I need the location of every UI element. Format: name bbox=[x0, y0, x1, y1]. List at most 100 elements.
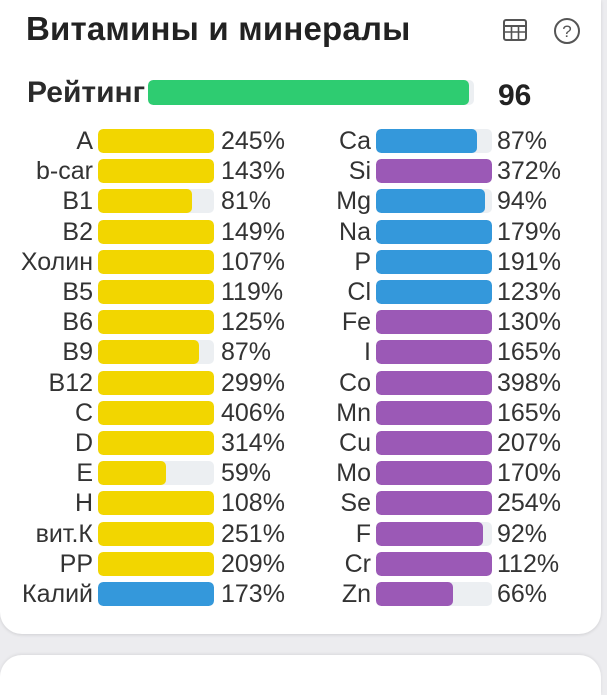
nutrient-label: F bbox=[355, 519, 371, 548]
nutrient-row: Холин 107% bbox=[0, 247, 600, 277]
nutrient-bar bbox=[98, 370, 214, 395]
nutrient-bar-fill bbox=[98, 280, 214, 304]
nutrient-row: B5 119% bbox=[0, 277, 600, 307]
nutrient-bar-fill bbox=[376, 582, 453, 606]
nutrient-label: B6 bbox=[62, 308, 93, 337]
nutrient-percent: 207% bbox=[497, 429, 561, 457]
nutrient-bar-fill bbox=[98, 400, 214, 425]
nutrient-bar bbox=[376, 582, 492, 606]
nutrient-label: Co bbox=[339, 368, 371, 397]
nutrient-percent: 123% bbox=[497, 278, 561, 306]
vitamins-minerals-card: Витамины и минералы ? Рейтинг 96 A 245% b-… bbox=[0, 0, 601, 634]
nutrient-label: Cl bbox=[347, 278, 371, 306]
nutrient-bar-fill bbox=[376, 400, 492, 425]
nutrient-bar bbox=[376, 491, 492, 516]
nutrient-bar-fill bbox=[98, 129, 214, 153]
nutrient-bar-fill bbox=[98, 189, 192, 214]
nutrient-label: C bbox=[74, 398, 93, 427]
nutrient-label: I bbox=[364, 338, 371, 367]
nutrient-percent: 406% bbox=[221, 398, 285, 427]
nutrient-percent: 107% bbox=[221, 247, 285, 276]
nutrient-row: Cr 112% bbox=[0, 549, 600, 579]
nutrient-bar bbox=[376, 159, 492, 184]
nutrient-label: B1 bbox=[62, 187, 93, 216]
nutrient-row: B6 125% bbox=[0, 307, 600, 337]
nutrient-percent: 108% bbox=[221, 489, 285, 518]
nutrient-label: Cr bbox=[344, 549, 371, 578]
nutrient-percent: 299% bbox=[221, 368, 285, 397]
nutrient-percent: 119% bbox=[221, 278, 284, 306]
nutrient-bar-fill bbox=[98, 159, 214, 184]
nutrient-row: B2 149% bbox=[0, 217, 600, 247]
nutrient-bar bbox=[98, 551, 214, 576]
nutrient-bar bbox=[98, 431, 214, 455]
nutrient-label: вит.К bbox=[35, 519, 93, 548]
nutrient-percent: 254% bbox=[497, 489, 561, 518]
nutrient-bar-fill bbox=[98, 521, 214, 546]
nutrient-bar bbox=[376, 551, 492, 576]
nutrient-label: Na bbox=[339, 217, 371, 246]
nutrient-row: PP 209% bbox=[0, 549, 600, 579]
nutrient-label: Холин bbox=[20, 247, 93, 276]
nutrient-bar bbox=[376, 370, 492, 395]
nutrient-row: Ca 87% bbox=[0, 126, 600, 156]
nutrient-percent: 81% bbox=[221, 187, 272, 216]
nutrient-bar-fill bbox=[98, 431, 214, 455]
nutrient-bar-fill bbox=[376, 310, 492, 335]
nutrient-row: Mo 170% bbox=[0, 458, 600, 488]
nutrient-row: I 165% bbox=[0, 337, 600, 367]
nutrient-percent: 87% bbox=[497, 127, 548, 155]
nutrient-bar-fill bbox=[376, 461, 492, 486]
nutrient-bar-fill bbox=[376, 491, 492, 516]
nutrient-percent: 92% bbox=[497, 519, 548, 548]
card-title: Витамины и минералы bbox=[26, 10, 411, 47]
nutrient-percent: 372% bbox=[497, 157, 561, 186]
nutrient-row: D 314% bbox=[0, 428, 600, 458]
nutrient-label: B5 bbox=[62, 278, 93, 306]
nutrient-bar bbox=[376, 431, 492, 455]
nutrient-percent: 251% bbox=[221, 519, 285, 548]
nutrient-bar bbox=[98, 521, 214, 546]
nutrient-bar-fill bbox=[98, 370, 214, 395]
nutrient-row: C 406% bbox=[0, 398, 600, 428]
nutrient-bar bbox=[376, 310, 492, 335]
nutrient-label: A bbox=[76, 127, 93, 155]
nutrient-row: B12 299% bbox=[0, 368, 600, 398]
nutrient-bar bbox=[376, 280, 492, 304]
nutrient-bar-fill bbox=[98, 582, 214, 606]
rating-label: Рейтинг bbox=[27, 76, 146, 109]
nutrient-bar-fill bbox=[98, 249, 214, 274]
nutrient-bar bbox=[376, 219, 492, 244]
nutrient-row: вит.К 251% bbox=[0, 519, 600, 549]
nutrient-bar bbox=[98, 310, 214, 335]
rating-bar-fill bbox=[148, 80, 470, 105]
nutrient-row: Zn 66% bbox=[0, 579, 600, 609]
nutrient-row: A 245% bbox=[0, 126, 600, 156]
nutrient-bar bbox=[98, 582, 214, 606]
nutrient-percent: 59% bbox=[221, 459, 272, 488]
nutrient-row: Co 398% bbox=[0, 368, 600, 398]
nutrient-percent: 398% bbox=[497, 368, 561, 397]
next-card bbox=[0, 655, 601, 695]
nutrient-percent: 112% bbox=[497, 549, 560, 578]
nutrient-row: H 108% bbox=[0, 488, 600, 518]
nutrient-label: Zn bbox=[341, 580, 371, 608]
nutrient-label: Se bbox=[340, 489, 371, 518]
nutrient-bar-fill bbox=[376, 340, 492, 365]
nutrient-percent: 191% bbox=[497, 247, 561, 276]
nutrient-percent: 245% bbox=[221, 127, 285, 155]
nutrient-bar-fill bbox=[376, 159, 492, 184]
nutrient-bar-fill bbox=[98, 340, 199, 365]
nutrient-row: B1 81% bbox=[0, 186, 600, 216]
nutrient-percent: 149% bbox=[221, 217, 285, 246]
nutrient-row: Калий 173% bbox=[0, 579, 600, 609]
nutrient-bar-fill bbox=[376, 370, 492, 395]
nutrient-percent: 314% bbox=[221, 429, 285, 457]
nutrient-row: Mn 165% bbox=[0, 398, 600, 428]
nutrient-percent: 94% bbox=[497, 187, 548, 216]
table-icon[interactable] bbox=[502, 17, 528, 43]
nutrient-label: B9 bbox=[62, 338, 93, 367]
nutrient-percent: 165% bbox=[497, 398, 561, 427]
help-circle-icon[interactable]: ? bbox=[553, 17, 581, 45]
nutrient-label: PP bbox=[59, 549, 93, 578]
